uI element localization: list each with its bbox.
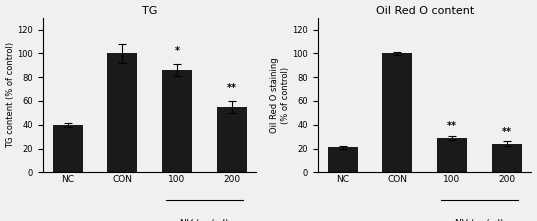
Title: TG: TG [142,6,157,15]
Bar [53,125,83,172]
Bar [328,147,358,172]
Bar [382,53,412,172]
Title: Oil Red O content: Oil Red O content [375,6,474,15]
Bar [107,53,137,172]
Bar [162,70,192,172]
Y-axis label: Oil Red O staining
(% of control): Oil Red O staining (% of control) [270,57,289,133]
Text: *: * [175,46,179,56]
Y-axis label: TG content (% of control): TG content (% of control) [5,42,14,148]
Text: **: ** [502,127,512,137]
Text: NV (μg/ml): NV (μg/ml) [455,219,504,221]
Bar [216,107,246,172]
Bar [437,138,467,172]
Bar [492,144,522,172]
Text: **: ** [227,83,237,93]
Text: **: ** [447,121,457,131]
Text: NV (μg/ml): NV (μg/ml) [180,219,229,221]
